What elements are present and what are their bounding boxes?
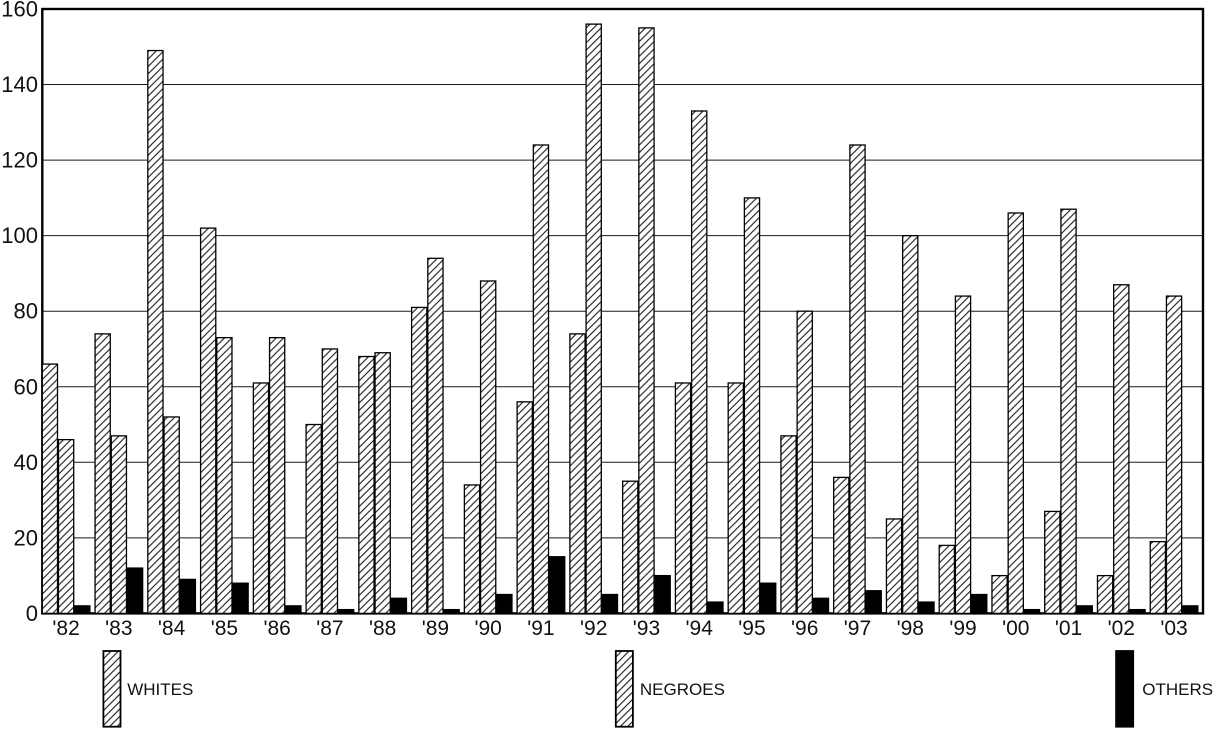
svg-text:140: 140: [1, 72, 38, 97]
svg-text:'97: '97: [844, 617, 871, 640]
svg-text:'91: '91: [527, 617, 554, 640]
svg-text:'92: '92: [580, 617, 607, 640]
svg-text:100: 100: [1, 223, 38, 248]
svg-text:OTHERS: OTHERS: [1142, 680, 1213, 699]
svg-text:'87: '87: [316, 617, 343, 640]
svg-text:'88: '88: [369, 617, 396, 640]
svg-text:0: 0: [26, 601, 38, 626]
svg-text:'89: '89: [422, 617, 449, 640]
svg-text:'90: '90: [474, 617, 501, 640]
svg-text:'02: '02: [1108, 617, 1135, 640]
svg-text:'86: '86: [263, 617, 290, 640]
svg-text:120: 120: [1, 148, 38, 173]
svg-text:'83: '83: [105, 617, 132, 640]
svg-text:160: 160: [1, 0, 38, 22]
svg-text:'96: '96: [791, 617, 818, 640]
svg-text:'99: '99: [949, 617, 976, 640]
svg-text:'94: '94: [686, 617, 714, 640]
svg-text:40: 40: [14, 450, 38, 475]
svg-text:'00: '00: [1002, 617, 1029, 640]
svg-text:'95: '95: [738, 617, 765, 640]
svg-text:'01: '01: [1055, 617, 1082, 640]
svg-text:'85: '85: [211, 617, 238, 640]
svg-text:80: 80: [14, 299, 38, 324]
svg-text:60: 60: [14, 374, 38, 399]
svg-text:'98: '98: [897, 617, 924, 640]
svg-text:'93: '93: [633, 617, 660, 640]
svg-text:'84: '84: [158, 617, 186, 640]
svg-text:'82: '82: [52, 617, 79, 640]
svg-text:20: 20: [14, 525, 38, 550]
svg-text:NEGROES: NEGROES: [640, 680, 725, 699]
svg-text:WHITES: WHITES: [127, 680, 193, 699]
svg-text:'03: '03: [1160, 617, 1187, 640]
